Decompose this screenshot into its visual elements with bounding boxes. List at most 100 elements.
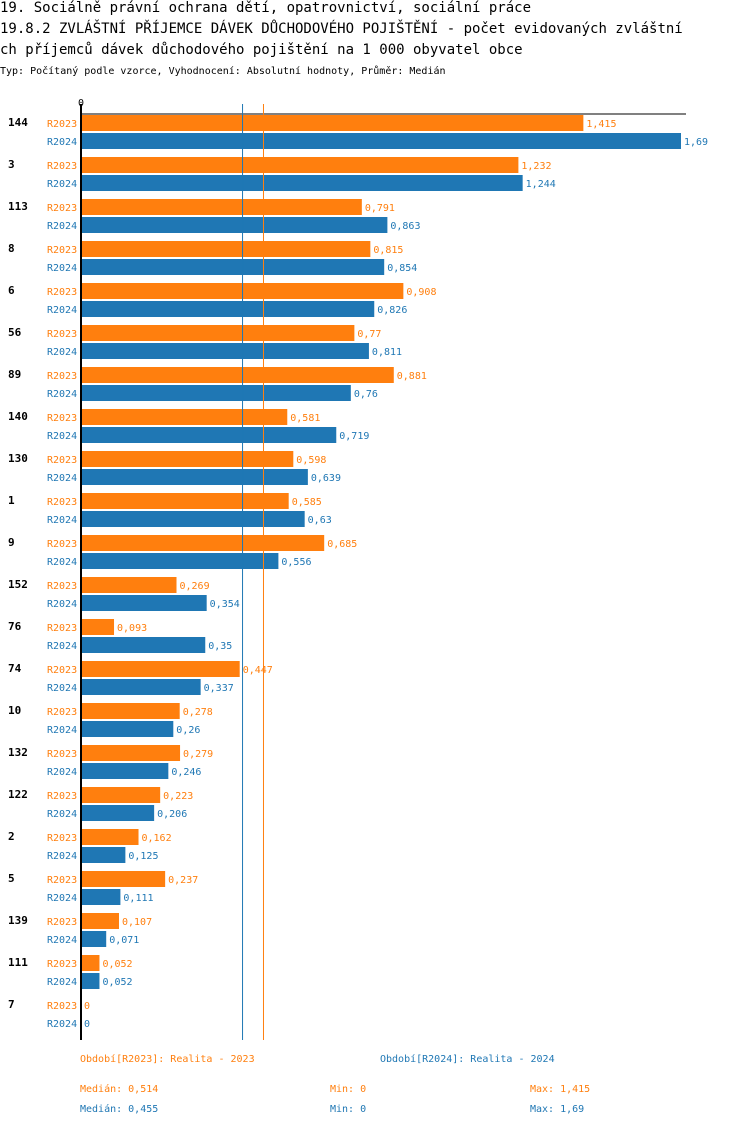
bar-r2024 — [81, 511, 305, 527]
series-label: R2023 — [47, 1001, 77, 1012]
category-label: 1 — [8, 494, 15, 507]
legend-r2023: Období[R2023]: Realita - 2023 — [80, 1054, 255, 1065]
series-label: R2023 — [47, 287, 77, 298]
chart-title-line-3: ch příjemců dávek důchodového pojištění … — [0, 42, 523, 58]
stat-r2023-max: Max: 1,415 — [530, 1084, 591, 1095]
bar-r2024 — [81, 763, 169, 779]
chart-title-line-1: 19. Sociálně právní ochrana dětí, opatro… — [0, 0, 532, 16]
bar-r2024 — [81, 427, 337, 443]
series-label: R2024 — [47, 641, 77, 652]
data-label: 0,77 — [357, 329, 381, 340]
category-label: 140 — [8, 410, 28, 423]
data-label: 0 — [84, 1019, 90, 1030]
series-label: R2023 — [47, 455, 77, 466]
data-label: 0,052 — [102, 977, 132, 988]
series-label: R2023 — [47, 791, 77, 802]
chart-title-line-2: 19.8.2 ZVLÁŠTNÍ PŘÍJEMCE DÁVEK DŮCHODOVÉ… — [0, 21, 683, 37]
series-label: R2023 — [47, 581, 77, 592]
chart-subtitle: Typ: Počítaný podle vzorce, Vyhodnocení:… — [0, 66, 446, 77]
bar-r2024 — [81, 175, 523, 191]
bar-r2024 — [81, 259, 385, 275]
series-label: R2023 — [47, 959, 77, 970]
series-label: R2024 — [47, 305, 77, 316]
data-label: 0,76 — [354, 389, 378, 400]
bar-r2023 — [81, 409, 288, 425]
data-label: 0,581 — [290, 413, 320, 424]
data-label: 0,279 — [183, 749, 213, 760]
bar-r2024 — [81, 469, 308, 485]
bar-r2023 — [81, 451, 294, 467]
category-label: 5 — [8, 872, 15, 885]
series-label: R2024 — [47, 263, 77, 274]
bar-r2024 — [81, 595, 207, 611]
category-label: 152 — [8, 578, 28, 591]
bar-r2023 — [81, 871, 166, 887]
data-label: 1,244 — [526, 179, 556, 190]
bar-r2024 — [81, 343, 369, 359]
stat-r2024-median: Medián: 0,455 — [80, 1104, 159, 1115]
stat-r2024-max: Max: 1,69 — [530, 1104, 585, 1115]
x-axis-zero-tick-label: 0 — [78, 98, 84, 109]
stat-r2023-median: Medián: 0,514 — [80, 1084, 159, 1095]
data-label: 0,052 — [102, 959, 132, 970]
series-label: R2024 — [47, 473, 77, 484]
bar-r2024 — [81, 931, 107, 947]
data-label: 0,791 — [365, 203, 395, 214]
data-label: 1,415 — [586, 119, 616, 130]
category-label: 10 — [8, 704, 21, 717]
category-label: 9 — [8, 536, 15, 549]
series-label: R2023 — [47, 497, 77, 508]
data-label: 0,278 — [183, 707, 213, 718]
bar-r2024 — [81, 805, 155, 821]
data-label: 0,337 — [204, 683, 234, 694]
series-label: R2024 — [47, 809, 77, 820]
category-label: 139 — [8, 914, 28, 927]
data-label: 0,206 — [157, 809, 187, 820]
bar-r2023 — [81, 787, 161, 803]
data-label: 0,237 — [168, 875, 198, 886]
bar-r2023 — [81, 829, 139, 845]
series-label: R2024 — [47, 1019, 77, 1030]
data-label: 0,908 — [406, 287, 436, 298]
data-label: 0,826 — [377, 305, 407, 316]
series-label: R2023 — [47, 329, 77, 340]
series-label: R2023 — [47, 539, 77, 550]
bar-r2023 — [81, 955, 100, 971]
series-label: R2023 — [47, 707, 77, 718]
data-label: 0,26 — [176, 725, 200, 736]
bar-r2024 — [81, 721, 174, 737]
data-label: 0,881 — [397, 371, 427, 382]
legend-r2024: Období[R2024]: Realita - 2024 — [380, 1054, 555, 1065]
series-label: R2023 — [47, 749, 77, 760]
bar-r2023 — [81, 115, 584, 131]
data-label: 0,071 — [109, 935, 139, 946]
bar-chart: 0 144 R2023 1,415 R2024 1,69 3 R2023 1,232 R2024 1… — [8, 98, 708, 1040]
category-label: 130 — [8, 452, 28, 465]
series-label: R2024 — [47, 431, 77, 442]
series-label: R2024 — [47, 221, 77, 232]
data-label: 0,354 — [210, 599, 240, 610]
bar-r2023 — [81, 535, 325, 551]
data-label: 0,815 — [373, 245, 403, 256]
series-label: R2023 — [47, 665, 77, 676]
bar-r2023 — [81, 703, 180, 719]
data-label: 0,107 — [122, 917, 152, 928]
data-label: 0,447 — [243, 665, 273, 676]
data-label: 0,854 — [387, 263, 417, 274]
data-label: 0,223 — [163, 791, 193, 802]
series-label: R2024 — [47, 767, 77, 778]
data-label: 0,685 — [327, 539, 357, 550]
series-label: R2024 — [47, 515, 77, 526]
category-label: 2 — [8, 830, 15, 843]
series-label: R2023 — [47, 875, 77, 886]
category-label: 6 — [8, 284, 15, 297]
series-label: R2023 — [47, 203, 77, 214]
series-label: R2024 — [47, 977, 77, 988]
category-label: 74 — [8, 662, 22, 675]
data-label: 0,125 — [128, 851, 158, 862]
category-label: 122 — [8, 788, 28, 801]
series-label: R2024 — [47, 851, 77, 862]
data-label: 0,63 — [308, 515, 332, 526]
data-label: 0,639 — [311, 473, 341, 484]
bar-r2024 — [81, 217, 388, 233]
